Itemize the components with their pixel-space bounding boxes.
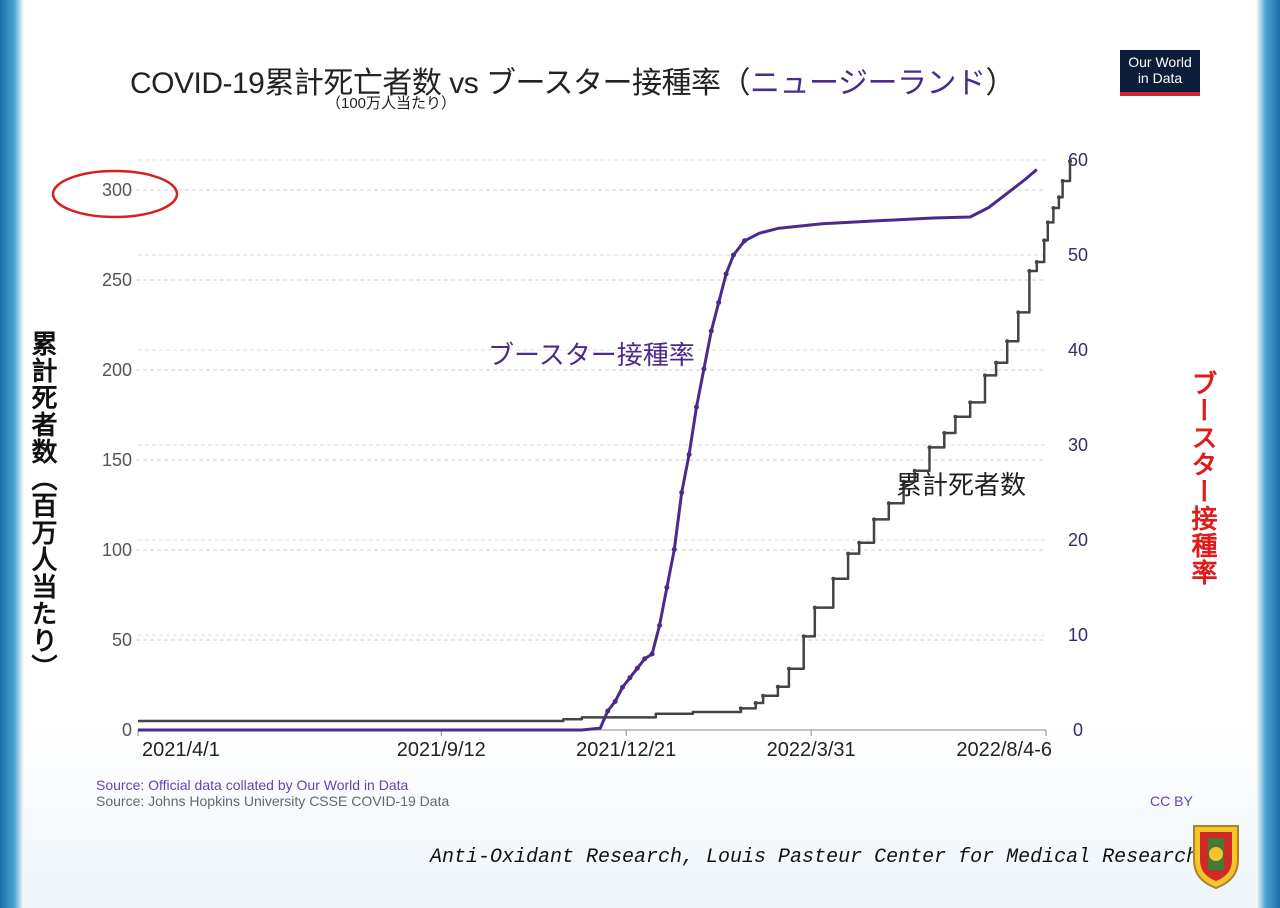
left-tick-label: 300 xyxy=(102,180,132,200)
license-label: CC BY xyxy=(1150,793,1193,809)
booster-point xyxy=(730,252,736,258)
chart-subtitle: （100万人当たり） xyxy=(326,95,457,112)
booster-point xyxy=(742,238,748,244)
booster-point xyxy=(686,452,692,457)
owid-logo: Our World in Data xyxy=(1120,50,1200,96)
deaths-point xyxy=(886,501,891,506)
deaths-point xyxy=(846,551,851,556)
deaths-point xyxy=(801,634,806,639)
booster-point xyxy=(693,404,699,410)
deaths-point xyxy=(812,605,817,610)
x-tick-label: 2021/9/12 xyxy=(397,739,486,761)
right-tick-label: 50 xyxy=(1068,245,1088,265)
y-axis-left-label: 累計死者数（百万人当たり） xyxy=(28,330,58,681)
deaths-point xyxy=(1027,269,1032,273)
booster-point xyxy=(656,623,662,628)
y-axis-right-label: ブースター接種率 xyxy=(1188,370,1218,586)
left-tick-label: 0 xyxy=(122,720,132,740)
booster-point xyxy=(605,708,611,714)
right-tick-label: 40 xyxy=(1068,340,1088,360)
series-lines xyxy=(138,159,1073,732)
deaths-point xyxy=(1060,179,1065,183)
deaths-point xyxy=(1034,260,1039,264)
x-tick-label: 2021/12/21 xyxy=(576,739,676,761)
deaths-point xyxy=(857,540,862,545)
source-line-2: Source: Johns Hopkins University CSSE CO… xyxy=(96,793,450,809)
booster-point xyxy=(701,366,707,372)
title-close: ） xyxy=(985,67,1015,100)
deaths-point xyxy=(1042,238,1047,243)
title-main: COVID-19累計死亡者数 vs ブースター接種率（ xyxy=(130,67,751,100)
series-label-deaths: 累計死者数 xyxy=(896,470,1026,500)
booster-point xyxy=(642,656,648,662)
booster-point xyxy=(679,490,685,495)
right-tick-label: 20 xyxy=(1068,530,1088,550)
left-tick-label: 200 xyxy=(102,360,132,380)
booster-point xyxy=(627,675,633,681)
booster-point xyxy=(671,547,677,552)
series-label-booster: ブースター接種率 xyxy=(488,340,695,370)
right-tick-label: 10 xyxy=(1068,625,1088,645)
deaths-point xyxy=(982,373,987,378)
deaths-point xyxy=(1045,220,1050,225)
booster-point xyxy=(664,585,670,590)
title-country: ニュージーランド xyxy=(750,67,986,100)
series-line-booster xyxy=(138,168,1038,732)
right-tick-label: 30 xyxy=(1068,435,1088,455)
deaths-point xyxy=(738,706,743,711)
booster-point xyxy=(634,665,640,671)
booster-point xyxy=(612,699,618,704)
x-tick-label: 2022/8/4-6 xyxy=(956,739,1052,761)
right-tick-label: 0 xyxy=(1073,720,1083,740)
deaths-point xyxy=(872,517,877,522)
deaths-point xyxy=(1005,339,1010,344)
left-tick-label: 50 xyxy=(112,630,132,650)
axis-ticks: 0 50 100 150 200 250 300 0 10 20 30 40 50 60 2021/4/1 2… xyxy=(102,150,1088,761)
slide-panel xyxy=(24,0,1256,908)
deaths-point xyxy=(775,684,780,689)
left-tick-label: 250 xyxy=(102,270,132,290)
x-tick-label: 2021/4/1 xyxy=(142,739,220,761)
deaths-point xyxy=(761,693,766,698)
booster-point xyxy=(649,651,655,657)
booster-point xyxy=(716,300,722,305)
booster-point xyxy=(723,271,729,277)
gridlines xyxy=(136,159,1046,731)
deaths-point xyxy=(994,360,999,365)
deaths-point xyxy=(968,400,973,405)
x-tick-label: 2022/3/31 xyxy=(767,739,856,761)
source-line-1: Source: Official data collated by Our Wo… xyxy=(96,777,409,793)
deaths-point xyxy=(927,445,932,450)
chart-title: COVID-19累計死亡者数 vs ブースター接種率（ニュージーランド） xyxy=(130,58,1015,102)
deaths-point xyxy=(753,701,758,705)
deaths-point xyxy=(786,666,791,671)
deaths-point xyxy=(1056,195,1061,200)
deaths-point xyxy=(912,468,917,473)
owid-logo-line2: in Data xyxy=(1137,70,1183,86)
booster-point xyxy=(620,684,626,690)
deaths-point xyxy=(953,414,958,419)
deaths-point xyxy=(1016,310,1021,315)
highlight-300-circle xyxy=(51,169,179,219)
deaths-point xyxy=(1068,159,1073,164)
deaths-point xyxy=(901,479,906,484)
owid-logo-line1: Our World xyxy=(1128,54,1192,70)
institute-emblem-icon xyxy=(1193,825,1239,890)
series-line-deaths xyxy=(138,161,1072,723)
deaths-point xyxy=(942,431,947,435)
deaths-point xyxy=(1051,206,1056,210)
credit-text: Anti-Oxidant Research, Louis Pasteur Cen… xyxy=(430,846,1211,869)
right-tick-label: 60 xyxy=(1068,150,1088,170)
deaths-point xyxy=(831,576,836,581)
booster-point xyxy=(708,328,714,334)
left-tick-label: 100 xyxy=(102,540,132,560)
left-tick-label: 150 xyxy=(102,450,132,470)
